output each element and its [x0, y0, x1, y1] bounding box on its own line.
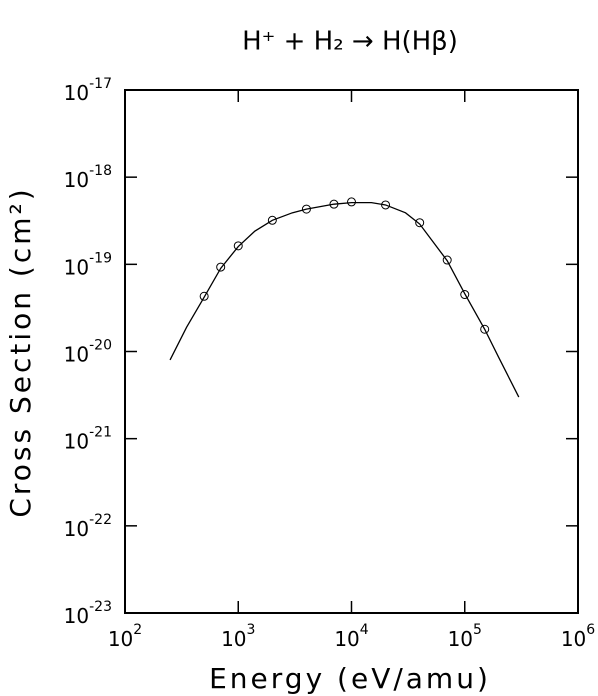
- data-point: [347, 197, 356, 207]
- y-tick-label: 10-20: [64, 338, 112, 367]
- y-tick-label: 10-19: [64, 250, 112, 279]
- y-tick-label: 10-23: [64, 599, 112, 628]
- y-tick-label: 10-18: [64, 163, 112, 192]
- y-tick-label: 10-21: [64, 425, 112, 454]
- data-point: [199, 291, 209, 301]
- x-tick-label: 106: [561, 622, 595, 651]
- x-axis-label: Energy (eV/amu): [209, 662, 491, 695]
- data-point: [460, 290, 470, 300]
- y-tick-label: 10-22: [64, 512, 112, 541]
- y-axis-label: Cross Section (cm²): [4, 186, 37, 517]
- chart-title: H⁺ + H₂ → H(Hβ): [242, 27, 458, 57]
- data-point: [301, 204, 311, 214]
- x-tick-label: 103: [221, 622, 255, 651]
- data-point: [480, 324, 490, 334]
- y-tick-label: 10-17: [64, 76, 112, 105]
- fit-line: [169, 202, 520, 398]
- x-tick-label: 104: [334, 622, 368, 651]
- plot-frame: [124, 89, 579, 614]
- x-tick-label: 105: [448, 622, 482, 651]
- data-point: [442, 255, 452, 265]
- data-point: [415, 218, 425, 228]
- data-point: [233, 241, 243, 251]
- x-tick-label: 102: [108, 622, 142, 651]
- data-point: [267, 215, 277, 225]
- data-point: [216, 262, 226, 272]
